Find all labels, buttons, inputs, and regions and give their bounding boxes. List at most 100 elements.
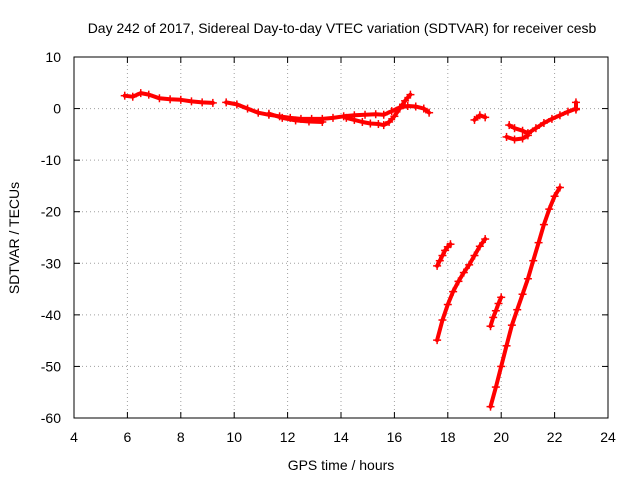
data-point <box>243 104 252 113</box>
data-point <box>128 92 137 101</box>
data-point <box>166 95 175 104</box>
data-point <box>187 97 196 106</box>
data-point <box>438 251 447 260</box>
series-arc-10 <box>433 240 455 270</box>
series-arc-3 <box>264 109 327 126</box>
data-point <box>395 104 404 113</box>
data-point <box>489 313 498 322</box>
data-point <box>459 268 468 277</box>
data-point <box>449 287 458 296</box>
data-point <box>539 119 548 128</box>
data-point <box>571 105 580 114</box>
series-arc-6 <box>505 121 532 138</box>
x-tick-label: 4 <box>70 429 78 445</box>
y-tick-label: -20 <box>41 204 61 220</box>
data-point <box>371 110 380 119</box>
x-tick-label: 14 <box>333 429 349 445</box>
data-point <box>523 129 532 138</box>
data-point <box>555 111 564 120</box>
series-layer <box>120 89 580 411</box>
data-point <box>374 120 383 129</box>
data-point <box>475 242 484 251</box>
y-tick-label: 10 <box>45 49 61 65</box>
y-tick-label: -50 <box>41 358 61 374</box>
data-point <box>387 107 396 116</box>
data-point <box>510 124 519 133</box>
data-point <box>518 134 527 143</box>
data-point <box>358 117 367 126</box>
x-tick-label: 12 <box>280 429 296 445</box>
data-point <box>531 124 540 133</box>
x-tick-label: 20 <box>493 429 509 445</box>
data-point <box>278 113 287 122</box>
data-point <box>291 116 300 125</box>
y-tick-label: -60 <box>41 410 61 426</box>
data-point <box>318 117 327 126</box>
data-point <box>486 322 495 331</box>
series-arc-13 <box>486 183 564 411</box>
x-tick-label: 8 <box>177 429 185 445</box>
data-point <box>435 256 444 265</box>
data-point <box>264 109 273 118</box>
y-tick-label: -10 <box>41 152 61 168</box>
data-point <box>176 95 185 104</box>
series-line <box>224 100 432 121</box>
data-point <box>379 121 388 130</box>
data-point <box>379 110 388 119</box>
data-point <box>443 300 452 309</box>
series-arc-1 <box>120 89 217 107</box>
data-point <box>385 117 394 126</box>
y-tick-label: 0 <box>53 101 61 117</box>
data-point <box>470 115 479 124</box>
data-point <box>433 261 442 270</box>
data-point <box>518 126 527 135</box>
series-arc-2 <box>222 98 434 123</box>
data-point <box>342 113 351 122</box>
data-point <box>366 119 375 128</box>
data-point <box>502 341 511 350</box>
x-tick-label: 10 <box>226 429 242 445</box>
series-arc-4 <box>342 90 415 130</box>
data-point <box>120 91 129 100</box>
data-point <box>507 321 516 330</box>
data-point <box>502 132 511 141</box>
data-point <box>523 274 532 283</box>
data-point <box>390 112 399 121</box>
series-line <box>435 237 488 343</box>
data-point <box>545 205 554 214</box>
series-line <box>122 91 215 105</box>
data-point <box>550 192 559 201</box>
data-point <box>350 115 359 124</box>
series-arc-5 <box>470 111 490 124</box>
data-point <box>208 98 217 107</box>
data-point <box>361 110 370 119</box>
series-line <box>507 123 530 136</box>
data-point <box>529 256 538 265</box>
data-point <box>304 117 313 126</box>
series-arc-9 <box>571 98 580 114</box>
data-point <box>494 299 503 308</box>
data-point <box>328 113 337 122</box>
data-point <box>513 305 522 314</box>
data-point <box>510 135 519 144</box>
data-point <box>571 98 580 107</box>
data-point <box>198 98 207 107</box>
data-point <box>481 113 490 122</box>
data-point <box>232 100 241 109</box>
data-point <box>454 277 463 286</box>
grid <box>74 57 608 418</box>
series-line <box>488 185 562 409</box>
data-point <box>486 402 495 411</box>
data-point <box>518 290 527 299</box>
y-axis-label: SDTVAR / TECUs <box>6 182 22 294</box>
series-arc-12 <box>486 293 506 331</box>
series-arc-8 <box>523 104 580 138</box>
chart-title: Day 242 of 2017, Sidereal Day-to-day VTE… <box>88 20 597 36</box>
data-point <box>144 90 153 99</box>
data-point <box>401 96 410 105</box>
data-point <box>155 94 164 103</box>
x-tick-label: 18 <box>440 429 456 445</box>
x-tick-label: 22 <box>547 429 563 445</box>
data-point <box>497 362 506 371</box>
